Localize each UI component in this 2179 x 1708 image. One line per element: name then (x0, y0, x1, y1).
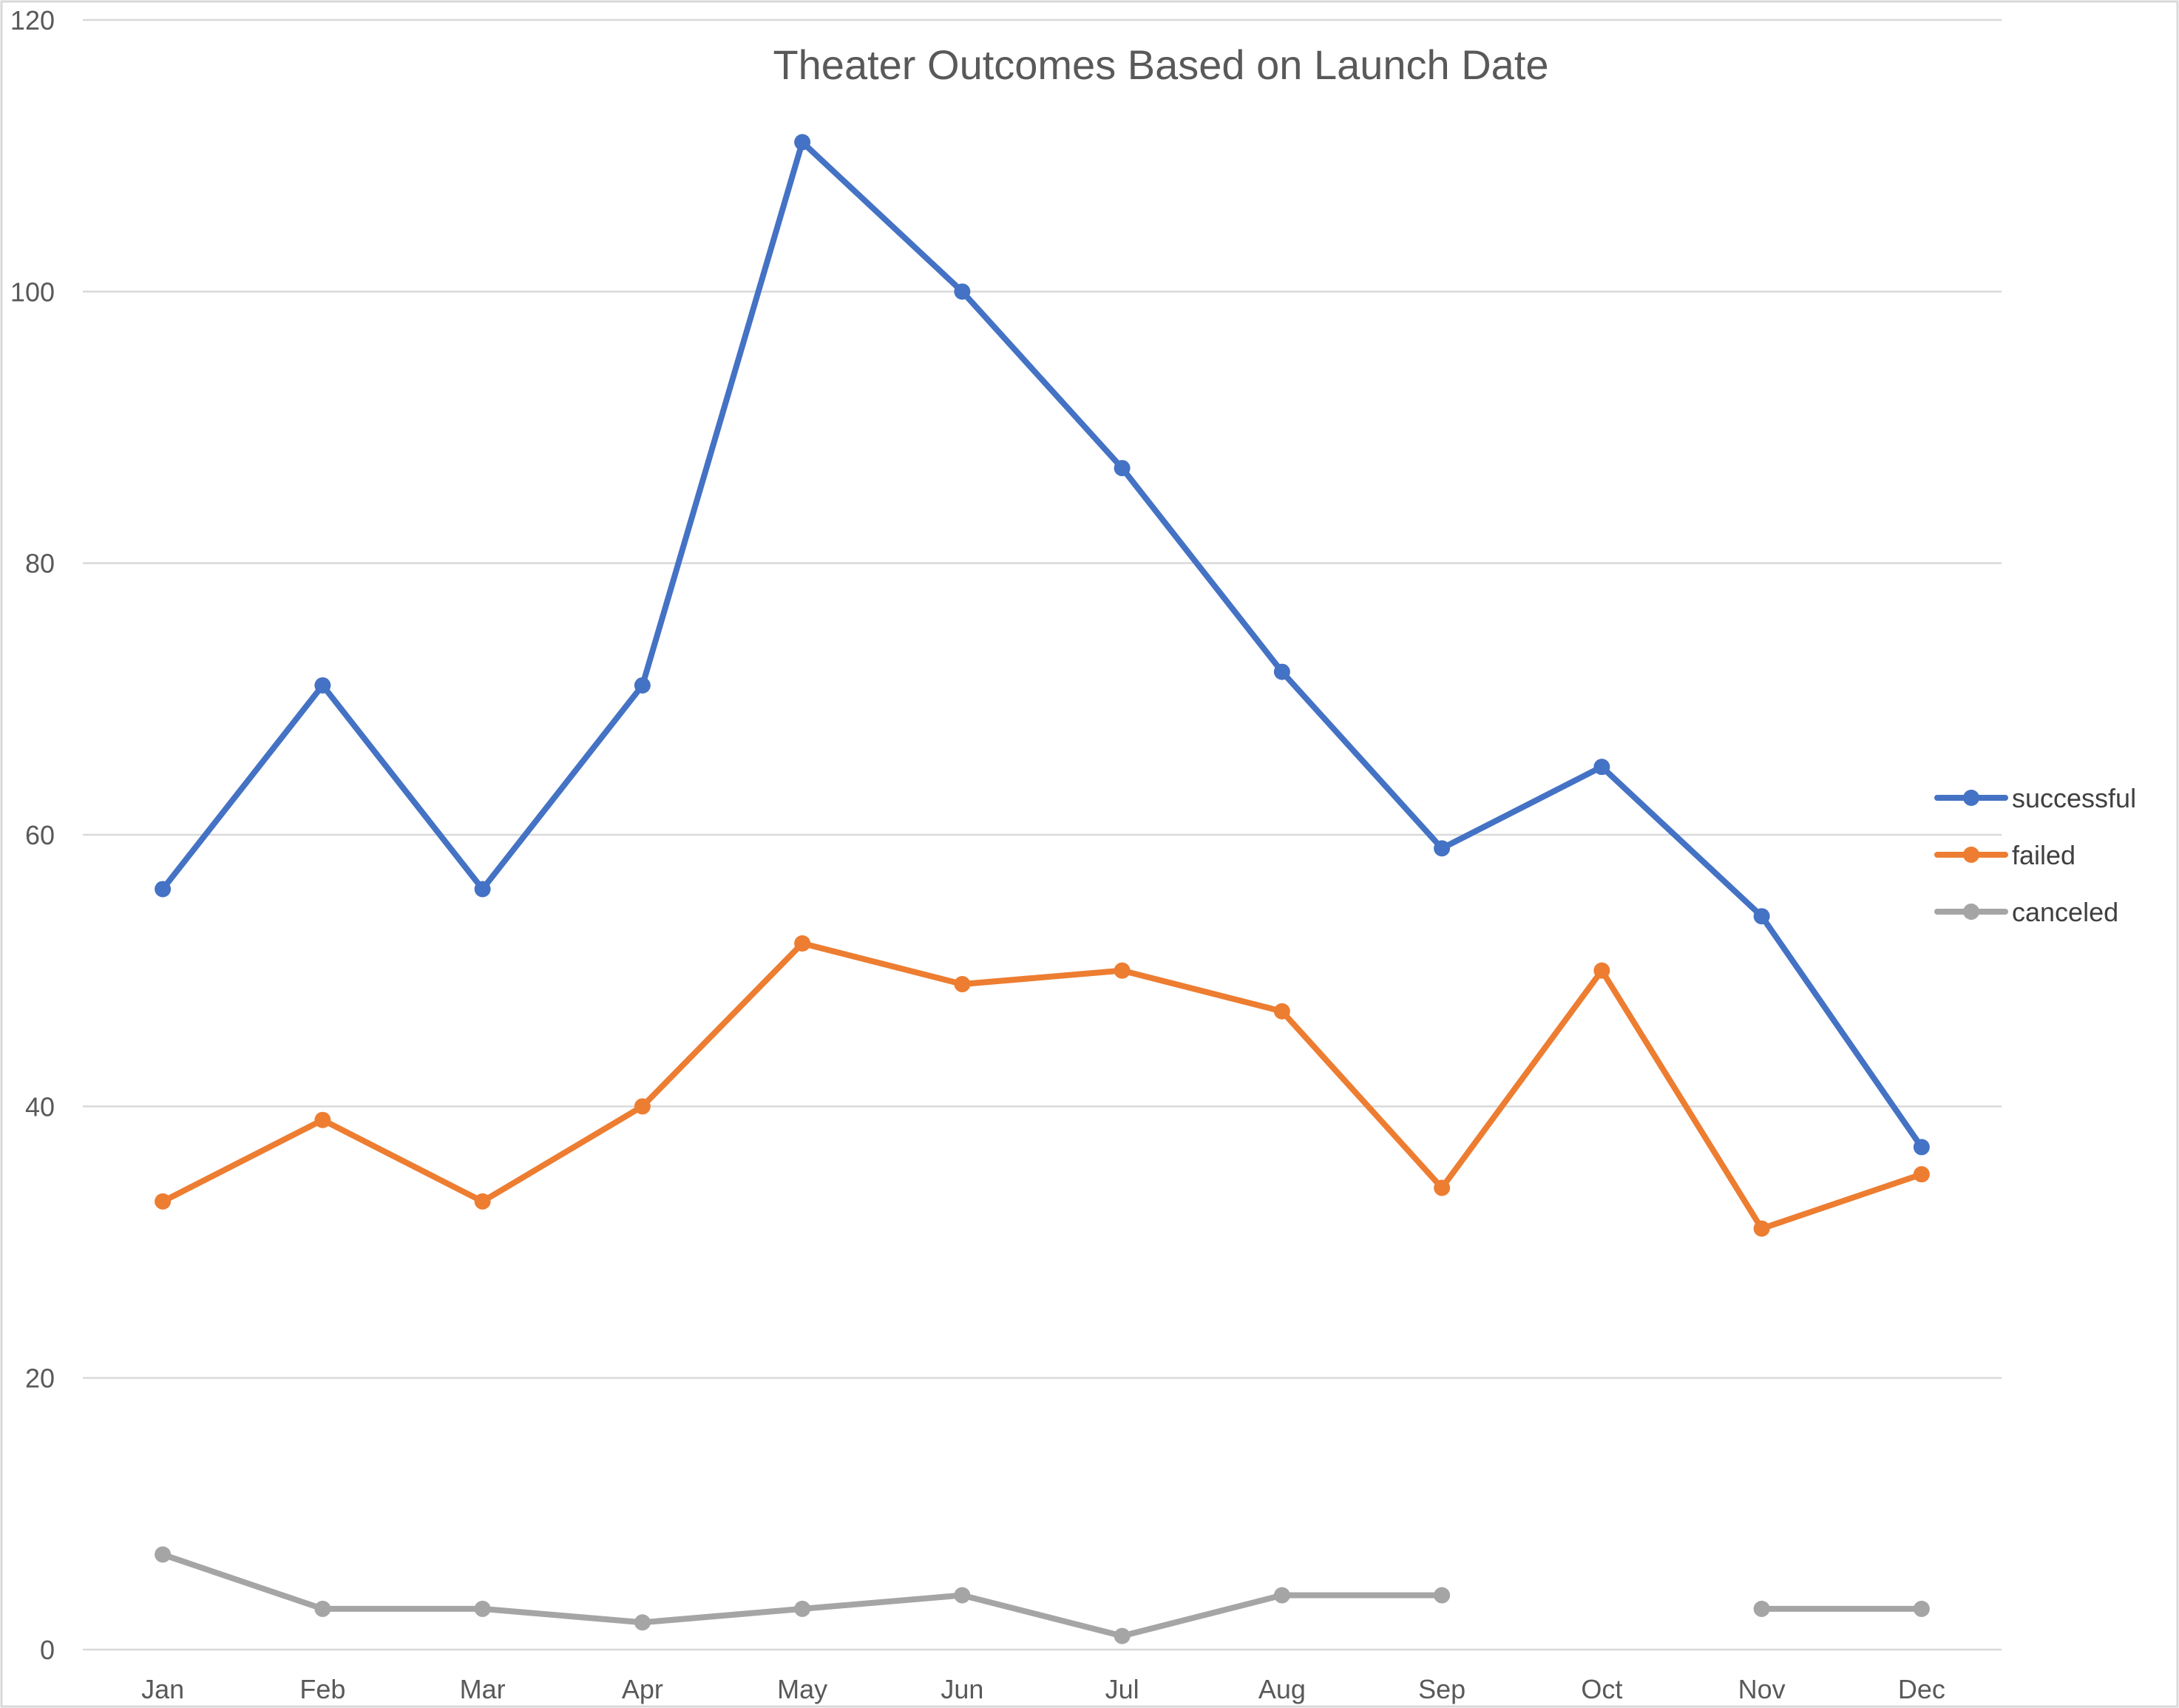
point-failed-jul (1114, 962, 1131, 979)
y-tick-label: 120 (10, 5, 55, 35)
series-line-failed (160, 940, 1925, 1232)
x-tick-label-oct: Oct (1581, 1674, 1622, 1704)
point-canceled-may (794, 1600, 811, 1617)
legend-marker-canceled (1963, 904, 1979, 920)
y-axis-ticks: 0 20 40 60 80 100 120 (10, 5, 55, 1665)
series-failed (155, 935, 1930, 1237)
y-tick-label: 40 (25, 1091, 55, 1122)
legend-marker-failed (1963, 847, 1979, 863)
y-tick-label: 80 (25, 549, 55, 579)
legend-item-canceled: canceled (1934, 897, 2118, 927)
x-tick-label-dec: Dec (1898, 1674, 1945, 1704)
point-canceled-dec (1913, 1600, 1930, 1617)
point-canceled-jan (155, 1546, 172, 1563)
gridlines (83, 18, 2002, 1651)
legend: successful failed canceled (1934, 783, 2136, 927)
point-failed-dec (1913, 1166, 1930, 1183)
point-canceled-jul (1114, 1627, 1131, 1644)
x-tick-label-nov: Nov (1738, 1674, 1786, 1704)
y-tick-label: 60 (25, 820, 55, 850)
x-tick-label-jul: Jul (1105, 1674, 1139, 1704)
point-failed-feb (314, 1111, 331, 1128)
legend-marker-successful (1963, 790, 1979, 806)
point-successful-sep (1434, 840, 1451, 857)
point-canceled-aug (1273, 1587, 1290, 1604)
point-successful-dec (1913, 1139, 1930, 1156)
x-tick-label-may: May (777, 1674, 827, 1704)
series-group (155, 134, 1930, 1644)
legend-item-successful: successful (1934, 783, 2136, 813)
x-axis-ticks: Jan Feb Mar Apr May Jun Jul Aug Sep Oct Nov Dec (141, 1674, 1945, 1704)
legend-item-failed: failed (1934, 840, 2075, 870)
x-tick-label-jun: Jun (941, 1674, 983, 1704)
point-successful-aug (1273, 663, 1290, 680)
point-failed-sep (1434, 1179, 1451, 1196)
point-canceled-feb (314, 1600, 331, 1617)
x-tick-label-feb: Feb (299, 1674, 345, 1704)
y-tick-label: 20 (25, 1363, 55, 1394)
series-successful (155, 134, 1930, 1156)
point-failed-oct (1593, 962, 1610, 979)
point-failed-aug (1273, 1003, 1290, 1020)
point-successful-feb (314, 677, 331, 694)
point-canceled-sep (1434, 1587, 1451, 1604)
series-canceled (155, 1546, 1930, 1644)
point-failed-nov (1753, 1220, 1770, 1237)
point-successful-jan (155, 881, 172, 898)
point-failed-may (794, 935, 811, 952)
chart-title: Theater Outcomes Based on Launch Date (773, 41, 1548, 88)
series-line-successful (160, 139, 1925, 1150)
point-failed-apr (634, 1098, 651, 1115)
y-tick-label: 0 (40, 1635, 55, 1665)
legend-label-failed: failed (2012, 840, 2075, 870)
x-tick-label-mar: Mar (460, 1674, 506, 1704)
point-canceled-jun (954, 1587, 971, 1604)
point-failed-jun (954, 976, 971, 993)
x-tick-label-jan: Jan (141, 1674, 184, 1704)
x-tick-label-apr: Apr (622, 1674, 663, 1704)
point-successful-may (794, 134, 811, 151)
point-successful-mar (474, 881, 491, 898)
point-successful-jul (1114, 460, 1131, 477)
point-successful-apr (634, 677, 651, 694)
point-failed-mar (474, 1193, 491, 1210)
point-successful-nov (1753, 908, 1770, 925)
x-tick-label-aug: Aug (1258, 1674, 1306, 1704)
legend-label-successful: successful (2012, 783, 2136, 813)
y-tick-label: 100 (10, 277, 55, 307)
point-failed-jan (155, 1193, 172, 1210)
point-canceled-apr (634, 1614, 651, 1631)
point-canceled-nov (1753, 1600, 1770, 1617)
legend-label-canceled: canceled (2012, 897, 2118, 927)
point-successful-oct (1593, 759, 1610, 776)
point-canceled-mar (474, 1600, 491, 1617)
point-successful-jun (954, 283, 971, 300)
x-tick-label-sep: Sep (1418, 1674, 1465, 1704)
